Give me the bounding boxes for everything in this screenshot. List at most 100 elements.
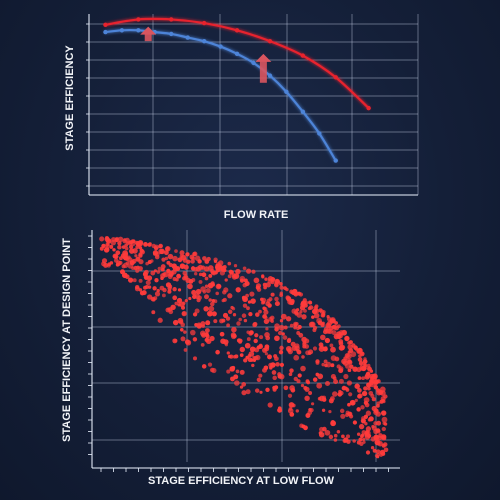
scatter-point — [189, 254, 195, 260]
scatter-point — [264, 332, 270, 338]
scatter-point — [205, 288, 211, 294]
scatter-point — [300, 383, 305, 388]
top-series — [103, 17, 371, 163]
scatter-point — [383, 447, 389, 453]
scatter-point — [362, 359, 368, 364]
scatter-point — [291, 308, 297, 314]
scatter-point — [204, 284, 209, 288]
scatter-point — [381, 416, 388, 423]
scatter-point — [338, 330, 345, 336]
scatter-point — [326, 315, 330, 319]
scatter-point — [360, 405, 365, 410]
scatter-point — [281, 332, 285, 336]
scatter-point — [233, 374, 239, 380]
scatter-point — [324, 363, 328, 368]
scatter-point — [324, 337, 331, 344]
scatter-point — [289, 323, 294, 328]
scatter-point — [299, 305, 306, 311]
scatter-point — [296, 331, 301, 335]
scatter-point — [219, 318, 224, 324]
scatter-point — [312, 325, 318, 331]
scatter-point — [308, 305, 314, 310]
scatter-point — [312, 346, 318, 351]
scatter-point — [359, 441, 364, 447]
series-1-point — [136, 17, 141, 22]
top-line-chart: FLOW RATE STAGE EFFICIENCY — [64, 14, 419, 221]
scatter-point — [278, 324, 285, 331]
scatter-point — [365, 426, 372, 432]
scatter-point — [183, 348, 188, 352]
scatter-point — [168, 262, 173, 268]
scatter-point — [368, 390, 374, 396]
scatter-point — [150, 259, 154, 263]
scatter-point — [174, 249, 178, 253]
scatter-point — [363, 386, 368, 391]
scatter-point — [226, 351, 230, 355]
scatter-point — [358, 423, 365, 430]
scatter-point — [182, 301, 186, 305]
scatter-point — [192, 251, 198, 257]
scatter-point — [322, 346, 328, 352]
scatter-point — [248, 311, 253, 317]
scatter-point — [204, 328, 210, 333]
scatter-point — [373, 428, 379, 435]
scatter-point — [227, 293, 233, 299]
scatter-point — [278, 350, 284, 355]
scatter-point — [171, 263, 177, 269]
scatter-point — [177, 317, 184, 324]
scatter-point — [345, 412, 350, 418]
scatter-point — [121, 264, 126, 269]
scatter-point — [184, 339, 190, 345]
scatter-point — [265, 327, 269, 331]
scatter-point — [318, 346, 325, 352]
series-2-point — [234, 51, 240, 57]
scatter-point — [303, 425, 308, 431]
scatter-point — [227, 354, 232, 359]
scatter-point — [333, 379, 339, 385]
scatter-point — [330, 346, 336, 353]
scatter-point — [346, 380, 352, 386]
scatter-point — [161, 257, 166, 262]
scatter-point — [117, 244, 122, 250]
series-2-point — [218, 44, 223, 49]
scatter-point — [105, 238, 112, 244]
scatter-point — [208, 298, 213, 302]
scatter-point — [232, 313, 237, 317]
series-1-point — [267, 38, 273, 44]
scatter-point — [313, 312, 320, 319]
scatter-point — [304, 386, 310, 392]
scatter-point — [220, 338, 226, 344]
scatter-point — [241, 382, 247, 387]
series-2-point — [300, 109, 306, 114]
scatter-point — [203, 306, 209, 312]
series-2-point — [201, 38, 207, 44]
scatter-point — [202, 290, 207, 294]
scatter-point — [211, 282, 216, 287]
scatter-point — [316, 382, 323, 389]
scatter-point — [185, 252, 190, 257]
scatter-point — [332, 391, 338, 397]
scatter-point — [337, 392, 343, 397]
scatter-point — [365, 430, 371, 436]
scatter-point — [254, 347, 260, 353]
scatter-point — [182, 276, 187, 281]
scatter-point — [270, 292, 275, 297]
scatter-point — [360, 418, 366, 424]
scatter-point — [232, 355, 237, 359]
scatter-point — [230, 332, 237, 338]
scatter-point — [135, 268, 140, 273]
series-1-point — [300, 53, 306, 58]
scatter-point — [356, 432, 361, 436]
top-gridlines — [89, 14, 419, 195]
scatter-point — [227, 309, 233, 315]
scatter-point — [241, 390, 247, 396]
scatter-point — [349, 399, 356, 406]
scatter-point — [170, 304, 176, 311]
scatter-point — [243, 358, 248, 363]
scatter-point — [145, 280, 151, 286]
scatter-point — [268, 362, 274, 368]
scatter-point — [201, 364, 207, 369]
scatter-point — [117, 241, 122, 246]
scatter-point — [245, 389, 251, 395]
scatter-point — [359, 365, 364, 370]
